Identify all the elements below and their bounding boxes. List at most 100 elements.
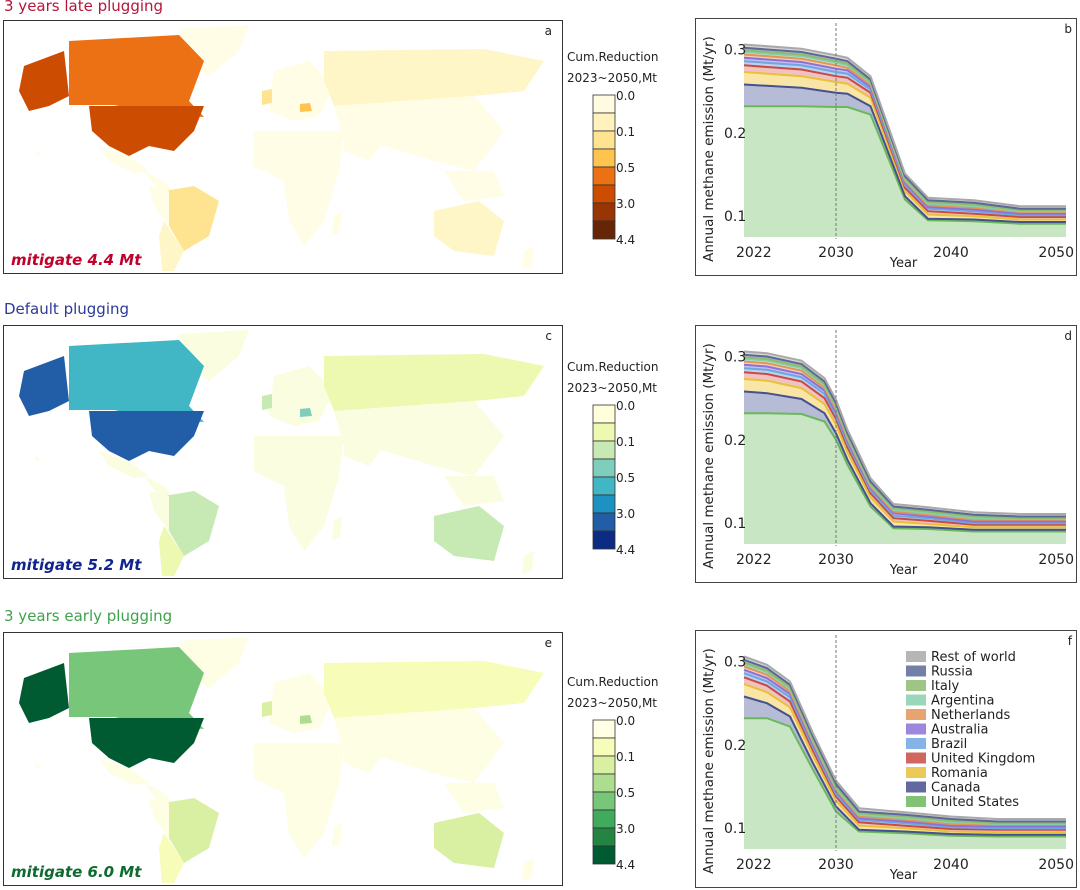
- legend-label: Russia: [931, 665, 973, 680]
- colorbar-tick-label: 4.4: [616, 858, 635, 872]
- line-rest-of-world: [743, 43, 1066, 208]
- area-united-states: [744, 718, 1066, 849]
- line-netherlands: [743, 665, 1066, 826]
- country-europe: [269, 366, 334, 426]
- country-hawaii: [34, 763, 40, 769]
- colorbar-swatch: [592, 94, 616, 114]
- line-italy: [743, 661, 1066, 825]
- line-australia: [743, 668, 1066, 828]
- legend-swatch: [906, 752, 926, 764]
- colorbar-tick-label: 4.4: [616, 543, 635, 557]
- line-romania: [743, 71, 1066, 221]
- country-nz: [522, 551, 534, 574]
- country-asia: [334, 708, 504, 783]
- colorbar-swatch: [592, 845, 616, 865]
- colorbar-a: 0.0 0.1 0.5 3.0 4.4: [592, 89, 635, 247]
- country-mexico: [99, 146, 149, 173]
- country-africa: [254, 436, 344, 551]
- line-brazil: [743, 672, 1066, 830]
- colorbar-tick-label: 3.0: [616, 197, 635, 211]
- country-alaska: [19, 51, 69, 111]
- colorbar-tick-label: 0.5: [616, 161, 635, 175]
- country-romania: [300, 408, 312, 417]
- country-australia: [434, 506, 504, 561]
- legend-swatch: [906, 651, 926, 662]
- country-brazil: [164, 491, 219, 556]
- colorbar-swatch: [592, 220, 616, 240]
- country-africa: [254, 743, 344, 858]
- x-tick-label: 2022: [736, 552, 772, 568]
- world-map-c: [19, 330, 544, 576]
- colorbar-swatch: [592, 166, 616, 186]
- line-united-states: [744, 412, 1066, 533]
- colorbar-swatch: [592, 827, 616, 847]
- colorbar-swatch: [592, 809, 616, 829]
- y-tick-label: 0.2: [724, 126, 746, 142]
- country-uk: [262, 394, 272, 410]
- country-russia: [324, 354, 544, 411]
- colorbar-tick-label: 3.0: [616, 507, 635, 521]
- x-tick-label: 2040: [933, 552, 969, 568]
- panel-letter: d: [1064, 329, 1072, 343]
- x-tick-label: 2050: [1038, 857, 1074, 873]
- colorbar-tick-label: 0.5: [616, 471, 635, 485]
- x-axis-label: Year: [889, 868, 918, 883]
- country-russia: [324, 661, 544, 718]
- legend-title-line1: Cum.Reduction: [567, 675, 659, 689]
- country-usa: [89, 106, 204, 156]
- colorbar-swatch: [592, 494, 616, 514]
- legend-title-line1: Cum.Reduction: [567, 360, 659, 374]
- legend-label: United States: [931, 795, 1019, 810]
- legend-label: United Kingdom: [931, 752, 1035, 767]
- y-tick-label: 0.2: [724, 433, 746, 449]
- country-usa: [89, 718, 204, 768]
- line-canada: [743, 390, 1066, 531]
- legend-title-line2: 2023~2050,Mt: [567, 381, 658, 395]
- colorbar-tick-label: 0.0: [616, 89, 635, 103]
- y-axis-label: Annual methane emission (Mt/yr): [701, 648, 717, 874]
- country-romania: [300, 103, 312, 112]
- area-chart-b: 2022 2030 2040 2050 0.1 0.2 0.3 Year Annual meth…: [701, 22, 1074, 271]
- country-canada: [69, 340, 204, 422]
- colorbar-legend-c: Cum.Reduction 2023~2050,Mt 0.0 0.1 0.5 3.0 4…: [567, 357, 692, 568]
- line-united-states: [744, 105, 1066, 225]
- country-usa: [89, 411, 204, 461]
- panel-letter-c: c: [545, 329, 552, 343]
- area-canada: [744, 84, 1066, 224]
- country-seasia: [444, 476, 504, 506]
- legend-label: Italy: [931, 679, 960, 694]
- mitigate-label-a: mitigate 4.4 Mt: [11, 251, 142, 269]
- legend-swatch: [906, 709, 926, 720]
- country-europe: [269, 673, 334, 733]
- country-argentina: [159, 526, 184, 576]
- colorbar-tick-label: 0.1: [616, 750, 635, 764]
- line-canada: [743, 695, 1066, 836]
- legend-title-line2: 2023~2050,Mt: [567, 71, 658, 85]
- country-madagascar: [332, 516, 342, 540]
- chart-panel-d: 2022 2030 2040 2050 0.1 0.2 0.3 Year Annual meth…: [695, 325, 1077, 583]
- y-axis-label: Annual methane emission (Mt/yr): [701, 36, 717, 262]
- area-united-states: [744, 413, 1066, 544]
- row-title-default: Default plugging: [4, 300, 130, 318]
- mitigate-label-e: mitigate 6.0 Mt: [11, 863, 142, 881]
- legend-label: Rest of world: [931, 650, 1016, 665]
- legend-label: Canada: [931, 781, 980, 796]
- country-central: [144, 783, 174, 805]
- legend-label: Argentina: [931, 694, 994, 709]
- row-title-early: 3 years early plugging: [4, 607, 173, 625]
- y-tick-label: 0.3: [724, 350, 746, 366]
- colorbar-swatch: [592, 512, 616, 532]
- country-argentina: [159, 221, 184, 271]
- colorbar-c: 0.0 0.1 0.5 3.0 4.4: [592, 399, 635, 557]
- country-southam: [149, 798, 169, 838]
- colorbar-swatch: [592, 458, 616, 478]
- x-tick-label: 2030: [818, 857, 854, 873]
- line-united-states: [744, 717, 1066, 838]
- y-tick-label: 0.1: [724, 209, 746, 225]
- row-title-late: 3 years late plugging: [4, 0, 164, 15]
- country-central: [144, 476, 174, 498]
- legend-swatch: [906, 665, 926, 677]
- x-tick-label: 2040: [933, 857, 969, 873]
- country-mideast: [344, 131, 384, 161]
- country-africa: [254, 131, 344, 246]
